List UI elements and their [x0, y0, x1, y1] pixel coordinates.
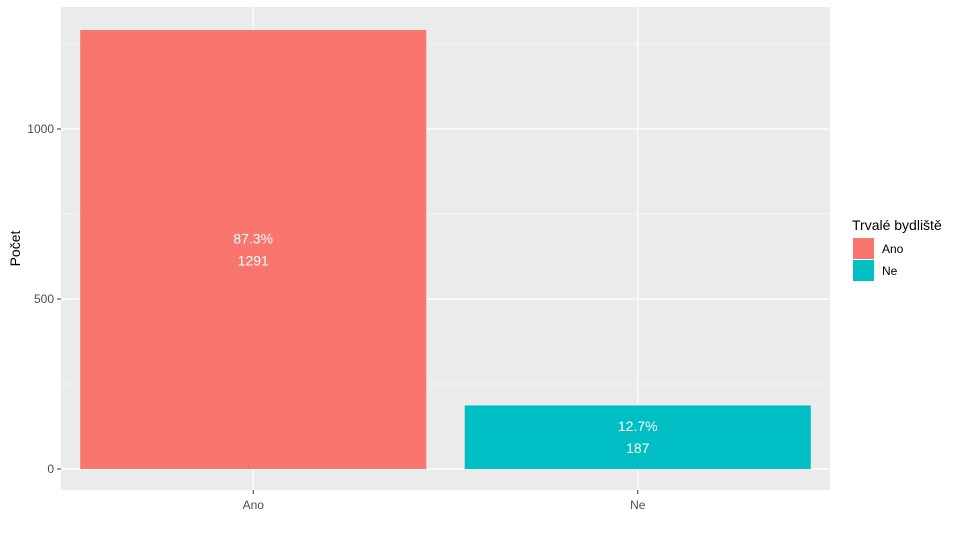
legend: Trvalé bydliště Ano Ne	[852, 217, 942, 281]
bar-count-label: 187	[626, 440, 650, 456]
x-tick-label: Ano	[243, 498, 265, 512]
legend-title: Trvalé bydliště	[852, 217, 942, 233]
x-axis: Ano Ne	[243, 490, 646, 512]
y-tick-label: 500	[34, 292, 54, 306]
y-axis: 0 500 1000	[27, 122, 61, 476]
y-tick-label: 0	[47, 462, 54, 476]
x-tick-label: Ne	[630, 498, 646, 512]
bar-count-label: 1291	[238, 253, 269, 269]
legend-label: Ne	[882, 264, 898, 278]
bar-ne	[464, 405, 811, 469]
bar-percent-label: 12.7%	[618, 418, 658, 434]
legend-key-ne	[853, 260, 874, 281]
y-tick-label: 1000	[27, 122, 54, 136]
bars	[80, 30, 811, 470]
legend-key-ano	[853, 238, 874, 259]
data-labels: 87.3% 1291 12.7% 187	[233, 231, 657, 457]
y-axis-title: Počet	[7, 230, 23, 266]
legend-label: Ano	[882, 242, 904, 256]
bar-ano	[80, 30, 427, 470]
bar-percent-label: 87.3%	[233, 231, 273, 247]
